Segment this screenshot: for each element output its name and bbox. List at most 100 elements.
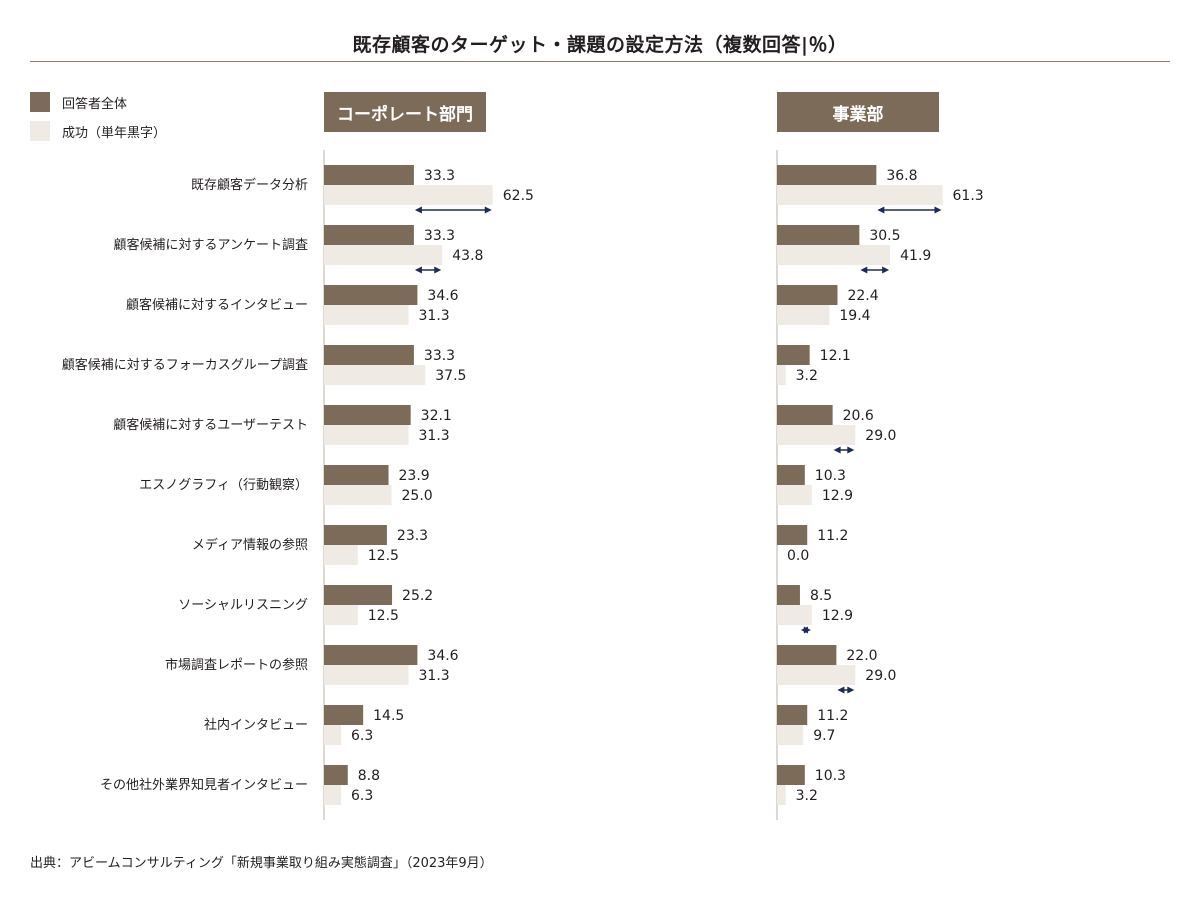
bar-all: [324, 525, 387, 545]
data-label-all: 34.6: [427, 648, 458, 664]
panel-header-corporate: コーポレート部門: [324, 92, 486, 132]
data-label-success: 61.3: [953, 188, 984, 204]
data-label-success: 29.0: [865, 428, 896, 444]
category-label: その他社外業界知見者インタビュー: [100, 777, 308, 793]
data-label-success: 0.0: [787, 548, 809, 564]
data-label-success: 19.4: [839, 308, 870, 324]
data-label-success: 31.3: [419, 308, 450, 324]
bar-all: [777, 765, 805, 785]
difference-arrow-head-right: [847, 446, 855, 454]
chart-title: 既存顧客のターゲット・課題の設定方法（複数回答|％）: [352, 34, 848, 56]
data-label-all: 32.1: [421, 408, 452, 424]
bar-all: [777, 225, 860, 245]
bar-all: [324, 165, 414, 185]
difference-arrow-head-left: [860, 266, 868, 274]
bar-success: [777, 305, 830, 325]
data-label-success: 6.3: [351, 728, 373, 744]
data-label-all: 33.3: [424, 168, 455, 184]
data-label-all: 33.3: [424, 348, 455, 364]
difference-arrow-head-right: [847, 686, 855, 694]
bar-success: [777, 245, 891, 265]
bar-success: [777, 365, 786, 385]
bar-all: [324, 345, 414, 365]
bar-success: [324, 365, 426, 385]
bar-success: [324, 425, 409, 445]
bar-success: [324, 305, 409, 325]
bar-success: [324, 485, 392, 505]
bar-all: [777, 405, 833, 425]
bar-success: [777, 185, 943, 205]
data-label-all: 22.0: [846, 648, 877, 664]
data-label-all: 20.6: [843, 408, 874, 424]
bar-all: [777, 645, 837, 665]
category-label: メディア情報の参照: [192, 537, 308, 553]
bar-all: [777, 465, 805, 485]
bar-all: [324, 705, 364, 725]
legend-label-success: 成功（単年黒字）: [62, 125, 167, 141]
bar-success: [777, 485, 812, 505]
bar-all: [324, 225, 414, 245]
data-label-success: 12.9: [822, 608, 853, 624]
bar-all: [324, 585, 393, 605]
data-label-success: 25.0: [402, 488, 433, 504]
title-divider: [30, 61, 1170, 62]
legend-item-success: 成功（単年黒字）: [30, 121, 166, 141]
data-label-all: 12.1: [820, 348, 851, 364]
data-label-success: 3.2: [796, 788, 818, 804]
data-label-success: 31.3: [419, 428, 450, 444]
difference-arrow-head-right: [934, 206, 942, 214]
data-label-success: 9.7: [813, 728, 835, 744]
difference-arrow-head-left: [837, 686, 845, 694]
data-label-success: 41.9: [900, 248, 931, 264]
difference-arrow-head-left: [414, 266, 422, 274]
bar-success: [324, 185, 493, 205]
bar-success: [777, 605, 812, 625]
data-label-success: 31.3: [419, 668, 450, 684]
data-label-all: 22.4: [847, 288, 878, 304]
bar-all: [777, 585, 800, 605]
difference-arrow-head-right: [484, 206, 492, 214]
data-label-all: 33.3: [424, 228, 455, 244]
category-label: 既存顧客データ分析: [191, 177, 308, 193]
data-label-success: 12.5: [368, 608, 399, 624]
bar-all: [777, 525, 808, 545]
data-label-success: 43.8: [452, 248, 483, 264]
bar-all: [324, 765, 348, 785]
bar-all: [324, 405, 411, 425]
bar-success: [324, 665, 409, 685]
legend-swatch-all: [30, 92, 50, 112]
bar-all: [324, 465, 389, 485]
data-label-all: 10.3: [815, 768, 846, 784]
data-label-all: 25.2: [402, 588, 433, 604]
bar-all: [777, 345, 810, 365]
difference-arrow-head-left: [414, 206, 422, 214]
bar-all: [324, 645, 418, 665]
bar-success: [324, 725, 342, 745]
bar-success: [324, 605, 358, 625]
category-label: 顧客候補に対するインタビュー: [126, 297, 308, 313]
bar-success: [777, 665, 856, 685]
data-label-all: 30.5: [869, 228, 900, 244]
panel-header-division: 事業部: [777, 92, 939, 132]
legend-swatch-success: [30, 121, 50, 141]
data-label-all: 11.2: [817, 528, 848, 544]
source-footnote: 出典：アビームコンサルティング「新規事業取り組み実態調査」（2023年9月）: [30, 856, 493, 871]
data-label-all: 23.3: [397, 528, 428, 544]
data-label-all: 8.5: [810, 588, 832, 604]
data-label-all: 8.8: [358, 768, 380, 784]
category-label: 社内インタビュー: [204, 717, 308, 733]
difference-arrow-head-left: [877, 206, 885, 214]
category-label: 顧客候補に対するユーザーテスト: [113, 417, 308, 433]
bar-all: [777, 285, 838, 305]
category-label: 顧客候補に対するフォーカスグループ調査: [62, 357, 308, 373]
bar-success: [777, 785, 786, 805]
legend-label-all: 回答者全体: [62, 96, 128, 112]
data-label-all: 11.2: [817, 708, 848, 724]
bar-all: [777, 705, 808, 725]
bar-success: [777, 425, 856, 445]
bar-success: [324, 785, 342, 805]
bar-success: [324, 545, 358, 565]
difference-arrow-head-left: [833, 446, 841, 454]
category-label: 市場調査レポートの参照: [165, 657, 308, 673]
